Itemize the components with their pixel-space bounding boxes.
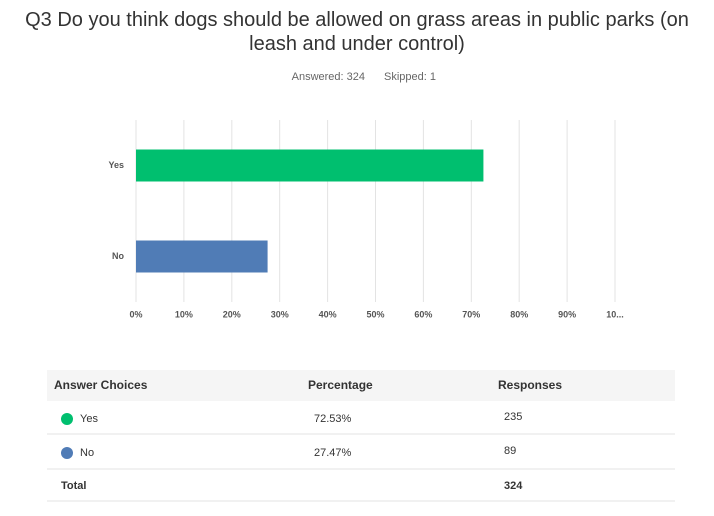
percentage: 72.53%	[314, 413, 352, 425]
column-header: Responses	[498, 378, 562, 392]
x-tick-label: 50%	[366, 309, 384, 319]
x-tick-label: 0%	[129, 309, 142, 319]
chart-title: Q3 Do you think dogs should be allowed o…	[25, 9, 689, 55]
total-responses: 324	[504, 480, 523, 492]
skipped: Skipped: 1	[384, 71, 436, 83]
x-tick-label: 30%	[271, 309, 289, 319]
total-label: Total	[61, 480, 86, 492]
responses: 89	[504, 445, 516, 457]
bar	[136, 240, 268, 273]
x-tick-label: 10...	[606, 309, 624, 319]
x-tick-label: 20%	[223, 309, 241, 319]
x-tick-label: 40%	[319, 309, 337, 319]
x-tick-label: 10%	[175, 309, 193, 319]
column-header: Percentage	[308, 378, 373, 392]
title-box: Q3 Do you think dogs should be allowed o…	[25, 9, 689, 55]
x-tick-label: 60%	[414, 309, 432, 319]
y-tick-label: Yes	[108, 160, 124, 170]
y-tick-label: No	[112, 251, 124, 261]
x-tick-label: 80%	[510, 309, 528, 319]
percentage: 27.47%	[314, 447, 352, 459]
legend-dot	[61, 447, 73, 459]
choice: No	[80, 447, 94, 459]
x-tick-label: 90%	[558, 309, 576, 319]
x-tick-label: 70%	[462, 309, 480, 319]
table-header-bg	[47, 370, 675, 401]
bar	[136, 149, 484, 182]
choice: Yes	[80, 413, 98, 425]
legend-dot	[61, 413, 73, 425]
responses: 235	[504, 411, 522, 423]
answered: Answered: 324	[292, 71, 365, 83]
column-header: Answer Choices	[54, 378, 148, 392]
